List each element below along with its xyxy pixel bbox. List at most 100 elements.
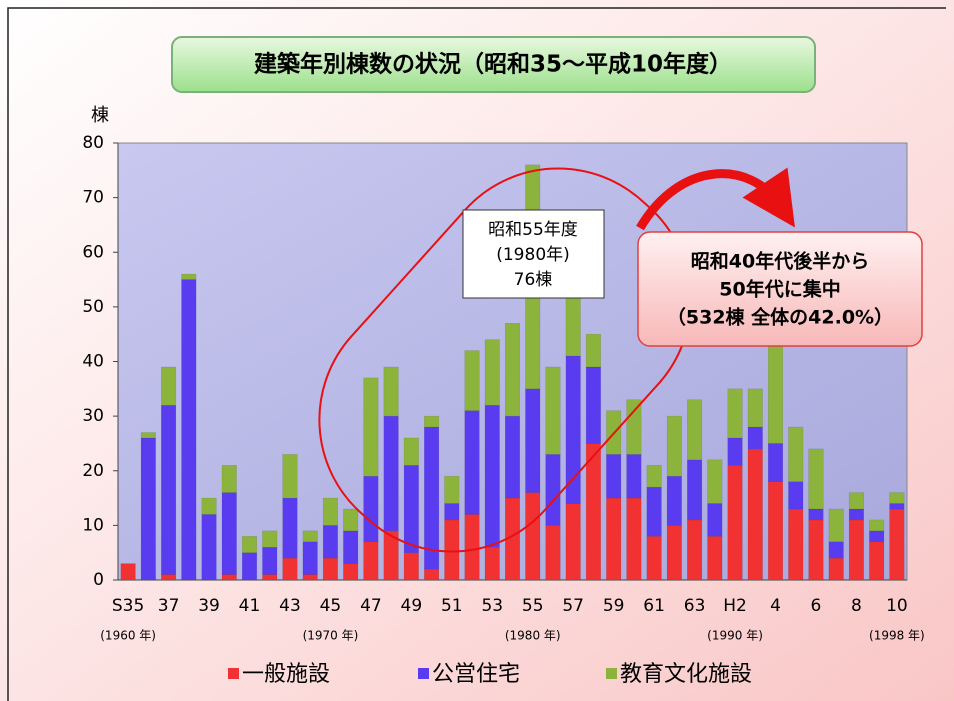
bar-segment (221, 465, 237, 493)
bar-segment (262, 530, 278, 548)
bar-segment (646, 536, 662, 581)
legend-label: 一般施設 (242, 662, 330, 687)
bar-segment (565, 503, 581, 581)
bar-segment (504, 323, 521, 417)
bar-segment (606, 497, 622, 581)
bar-segment (403, 437, 419, 466)
bar-segment (484, 546, 500, 581)
bar-segment (302, 574, 318, 581)
bar-segment (808, 519, 824, 581)
bar-segment (828, 541, 844, 559)
x-tick-label: 59 (603, 596, 625, 616)
chart-title: 建築年別棟数の状況（昭和35〜平成10年度） (254, 51, 732, 78)
bar-segment (464, 350, 480, 411)
bar-segment (565, 355, 581, 504)
bar-segment (282, 497, 298, 559)
x-tick-label: 45 (320, 596, 342, 616)
bar-segment (282, 454, 298, 499)
x-tick-label: 51 (441, 596, 463, 616)
bar-segment (181, 279, 197, 581)
bar-segment (302, 530, 318, 543)
bar-segment (424, 415, 440, 428)
bar-segment (545, 454, 561, 526)
y-tick-label: 30 (82, 406, 104, 426)
x-year-label: (1970 年) (303, 629, 359, 643)
bar-segment (808, 508, 824, 521)
bar-segment (626, 399, 642, 455)
bar-segment (262, 546, 278, 575)
bar-segment (767, 481, 784, 581)
x-tick-label: H2 (723, 596, 747, 616)
bar-segment (606, 454, 622, 499)
bar-segment (161, 404, 177, 575)
bar-segment (808, 448, 824, 510)
x-tick-label: 49 (401, 596, 423, 616)
bar-segment (545, 366, 561, 455)
bar-segment (343, 530, 359, 564)
legend-label: 教育文化施設 (620, 662, 752, 687)
bar-segment (241, 552, 258, 581)
x-tick-label: 41 (239, 596, 261, 616)
bar-segment (282, 557, 298, 581)
y-tick-label: 50 (82, 297, 104, 317)
y-tick-label: 0 (93, 570, 104, 590)
bar-segment (403, 465, 419, 553)
legend-label: 公営住宅 (432, 662, 520, 687)
bar-segment (221, 492, 237, 575)
bar-segment (869, 541, 885, 581)
bar-segment (363, 541, 379, 581)
title-box (171, 36, 816, 93)
x-tick-label: 55 (522, 596, 544, 616)
y-axis-label: 棟 (91, 105, 109, 126)
callout-text: 昭和55年度 (488, 220, 578, 240)
bar-segment (525, 492, 541, 581)
y-tick-label: 80 (82, 133, 104, 153)
x-tick-label: 37 (158, 596, 180, 616)
bar-segment (889, 492, 905, 504)
bar-segment (646, 486, 662, 537)
bar-segment (788, 508, 804, 581)
bar-segment (504, 415, 521, 499)
x-tick-label: 10 (886, 596, 908, 616)
bar-segment (747, 426, 763, 450)
callout-text: 50年代に集中 (719, 278, 840, 301)
x-tick-label: 6 (811, 596, 822, 616)
y-tick-label: 70 (82, 188, 104, 208)
y-tick-label: 20 (82, 461, 104, 481)
callout-box (637, 231, 923, 347)
bar-segment (343, 563, 359, 581)
highlight-outline (318, 167, 692, 553)
bar-segment (869, 530, 885, 543)
callout-box (462, 209, 605, 299)
bar-segment (788, 426, 804, 482)
callout-text: （532棟 全体の42.0%） (667, 306, 893, 329)
bar-segment (585, 366, 601, 444)
bar-segment (484, 339, 500, 406)
legend-swatch (606, 668, 617, 679)
bar-segment (140, 437, 156, 581)
callout-text: 昭和40年代後半から (691, 250, 869, 273)
bar-segment (322, 557, 338, 581)
bar-segment (444, 503, 460, 521)
bar-segment (727, 388, 743, 439)
bar-segment (424, 568, 440, 581)
bar-segment (221, 574, 237, 581)
bar-segment (848, 508, 864, 521)
bar-segment (666, 415, 682, 477)
bar-segment (687, 399, 703, 461)
x-tick-label: 63 (684, 596, 706, 616)
bar-segment (646, 465, 662, 488)
bar-segment (889, 503, 905, 510)
x-tick-label: 57 (562, 596, 584, 616)
bar-segment (626, 454, 642, 499)
bar-segment (444, 475, 460, 504)
bar-segment (828, 557, 844, 581)
bar-segment (424, 426, 440, 570)
bar-segment (869, 519, 885, 532)
bar-segment (707, 536, 723, 581)
bar-segment (383, 366, 399, 417)
x-tick-label: S35 (112, 596, 144, 616)
x-tick-label: 61 (643, 596, 665, 616)
bar-segment (666, 525, 682, 581)
